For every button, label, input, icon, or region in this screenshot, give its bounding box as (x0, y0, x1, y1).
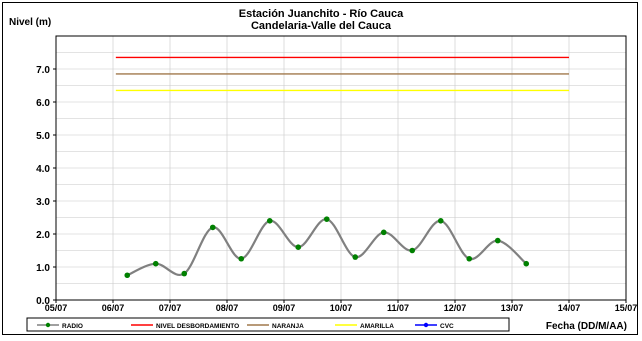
y-tick-label: 4.0 (36, 164, 50, 175)
y-tick-label: 3.0 (36, 197, 50, 208)
radio-data-point (181, 270, 188, 277)
series-layer (115, 56, 569, 279)
radio-data-point (352, 254, 359, 260)
legend-label: CVC (440, 323, 454, 330)
x-tick-label: 05/07 (45, 303, 68, 313)
radio-data-point (323, 216, 330, 222)
x-tick-label: 08/07 (216, 303, 239, 313)
legend-label: NARANJA (272, 323, 304, 330)
y-tick-label: 7.0 (36, 65, 50, 76)
legend-label: NIVEL DESBORDAMIENTO (156, 323, 239, 330)
y-tick-label: 1.0 (36, 263, 50, 274)
chart-subtitle: Candelaria-Valle del Cauca (251, 20, 392, 32)
radio-data-point (152, 260, 159, 267)
radio-data-point (124, 272, 131, 279)
x-tick-label: 09/07 (273, 303, 296, 313)
x-tick-label: 11/07 (387, 303, 409, 313)
radio-data-point (380, 229, 387, 236)
y-tick-label: 0.0 (36, 296, 50, 307)
radio-data-point (409, 247, 416, 254)
y-tick-label: 5.0 (36, 131, 50, 142)
legend-label: RADIO (62, 323, 83, 330)
radio-data-point (238, 255, 245, 262)
legend-marker (45, 322, 51, 328)
radio-data-point (295, 244, 302, 250)
x-tick-label: 14/07 (558, 303, 581, 313)
x-tick-label: 15/07 (615, 303, 638, 313)
x-axis-label: Fecha (DD/M/AA) (546, 321, 627, 332)
x-tick-label: 12/07 (444, 303, 467, 313)
radio-data-point (209, 224, 216, 231)
line-chart: Estación Juanchito - Río Cauca Candelari… (9, 8, 637, 332)
x-tick-label: 07/07 (159, 303, 182, 313)
x-tick-label: 13/07 (501, 303, 524, 313)
radio-data-point (266, 218, 273, 224)
legend-label: AMARILLA (360, 323, 394, 330)
legend: RADIO NIVEL DESBORDAMIENTO NARANJA AMARILLA… (37, 322, 454, 330)
y-axis-label: Nivel (m) (9, 17, 51, 28)
radio-data-point (466, 255, 473, 262)
x-tick-label: 10/07 (330, 303, 353, 313)
radio-data-point (494, 237, 501, 244)
radio-data-point (523, 260, 530, 267)
grid-lines (56, 36, 626, 300)
chart-frame: Estación Juanchito - Río Cauca Candelari… (2, 2, 638, 335)
axis-ticks: 0.0 1.0 2.0 3.0 4.0 5.0 6.0 7.0 05/07 06/07 07/07 0… (36, 65, 637, 313)
legend-marker (423, 322, 429, 328)
x-tick-label: 06/07 (102, 303, 125, 313)
chart-title: Estación Juanchito - Río Cauca (239, 8, 404, 20)
y-tick-label: 6.0 (36, 98, 50, 109)
radio-data-point (437, 218, 444, 224)
y-tick-label: 2.0 (36, 230, 50, 241)
